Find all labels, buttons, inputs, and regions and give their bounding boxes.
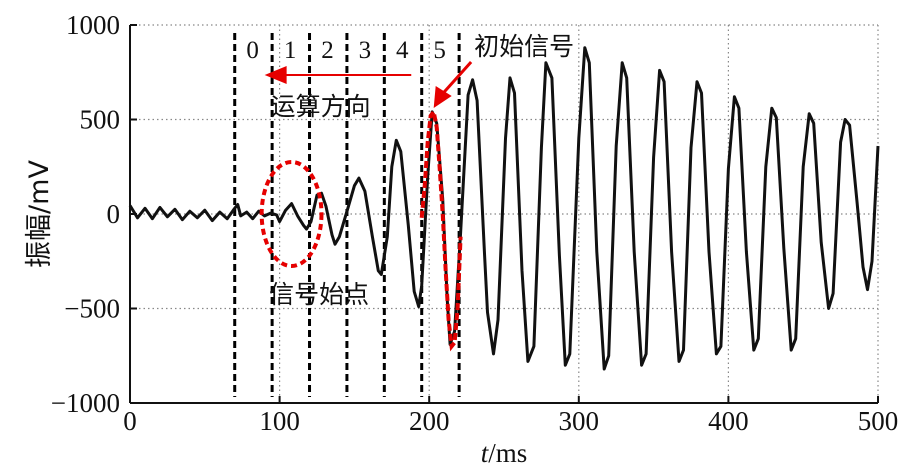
segment-label: 5 [433, 37, 446, 64]
y-tick-label: 0 [107, 199, 121, 229]
x-tick-label: 500 [858, 406, 899, 436]
segment-label: 3 [359, 37, 372, 64]
y-tick-label: 1000 [66, 10, 120, 40]
initial-signal-arrow [443, 60, 473, 94]
segment-label: 1 [284, 37, 297, 64]
operation-direction-label: 运算方向 [271, 92, 371, 121]
x-tick-label: 100 [259, 406, 300, 436]
y-axis-title: 振幅/mV [24, 160, 55, 268]
signal-start-ellipse [259, 160, 324, 268]
x-tick-label: 0 [123, 406, 137, 436]
x-tick-label: 400 [708, 406, 749, 436]
initial-signal-arrowhead [433, 86, 452, 108]
grid [130, 24, 879, 403]
x-tick-label: 200 [409, 406, 450, 436]
x-axis-title: t/ms [481, 438, 528, 468]
x-axis-title-italic: t [481, 438, 490, 468]
y-tick-label: −1000 [51, 388, 120, 418]
x-axis-title-unit: /ms [488, 438, 527, 468]
y-tick-label: 500 [80, 105, 121, 135]
x-tick-label: 300 [559, 406, 600, 436]
y-ticks: 1000 500 0 −500 −1000 [51, 10, 137, 418]
annotations: 运算方向 初始信号 信号始点 [259, 32, 574, 309]
operation-direction-arrowhead [264, 66, 287, 84]
initial-signal-label: 初始信号 [474, 32, 574, 61]
signal-series-line [128, 46, 880, 371]
segment-label: 2 [321, 37, 334, 64]
x-ticks: 0 100 200 300 400 500 [123, 396, 898, 436]
segment-label: 0 [246, 37, 259, 64]
signal-start-label: 信号始点 [269, 280, 369, 309]
y-tick-label: −500 [64, 294, 120, 324]
initial-signal-highlight [419, 107, 463, 352]
segment-label: 4 [396, 37, 409, 64]
